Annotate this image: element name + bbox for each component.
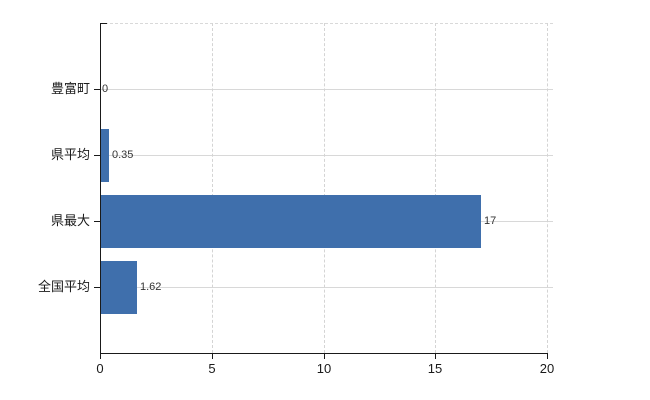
x-tick-label: 15 (427, 361, 443, 376)
x-tick-label: 0 (96, 361, 104, 376)
x-axis-tick (547, 353, 548, 359)
x-tick-label: 20 (539, 361, 555, 376)
category-label: 豊富町 (50, 81, 90, 96)
bar (101, 261, 137, 314)
category-label: 県最大 (50, 213, 90, 228)
vertical-gridline (547, 23, 548, 353)
value-label: 0 (102, 83, 109, 95)
x-tick-label: 10 (316, 361, 332, 376)
vertical-gridline (212, 23, 213, 353)
vertical-gridline (324, 23, 325, 353)
x-axis-labels: 0 5 10 15 20 (96, 361, 570, 381)
category-axis-labels: 豊富町県平均県最大全国平均 (0, 23, 90, 353)
x-axis-tick (435, 353, 436, 359)
bar (101, 129, 109, 182)
horizontal-gridline (101, 89, 553, 90)
category-tick (94, 155, 100, 156)
x-axis-tick (212, 353, 213, 359)
x-axis-tick (100, 353, 101, 359)
plot-top-border (100, 23, 553, 24)
plot-area: 0 0.35 17 1.62 (94, 23, 553, 359)
category-tick (94, 287, 100, 288)
value-label: 17 (484, 215, 497, 227)
category-tick (94, 89, 100, 90)
value-label: 1.62 (140, 281, 162, 293)
x-axis-tick (324, 353, 325, 359)
vertical-gridline (435, 23, 436, 353)
category-label: 県平均 (50, 147, 90, 162)
category-label: 全国平均 (37, 279, 90, 294)
x-tick-label: 5 (208, 361, 216, 376)
plot-top-border-cap (100, 23, 107, 24)
horizontal-gridline (101, 155, 553, 156)
category-tick (94, 221, 100, 222)
bar (101, 195, 481, 248)
horizontal-gridline (101, 287, 553, 288)
value-label: 0.35 (112, 149, 134, 161)
x-axis-line (100, 353, 547, 354)
y-axis-line (100, 23, 101, 358)
